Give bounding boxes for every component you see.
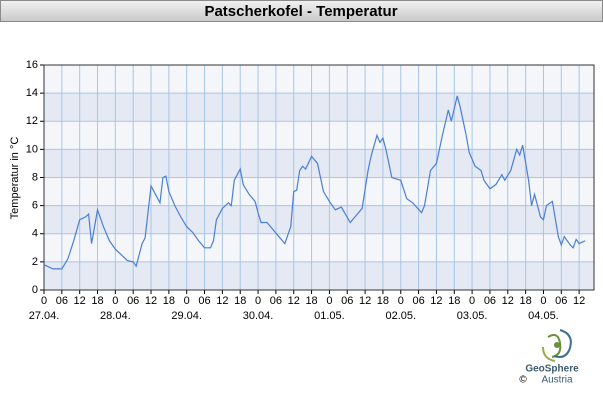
grid-band — [44, 121, 594, 150]
x-tick-label: 12 — [430, 295, 442, 307]
x-tick-label: 06 — [412, 295, 424, 307]
y-tick-label: 6 — [32, 200, 38, 212]
chart-title: Patscherkofel - Temperatur — [204, 3, 397, 20]
y-tick-label: 4 — [32, 228, 38, 240]
x-tick-label: 0 — [398, 295, 404, 307]
logo-swirl — [542, 346, 556, 362]
x-date-label: 30.04. — [243, 310, 274, 322]
plot-frame — [43, 64, 595, 291]
line-series — [43, 95, 586, 270]
x-tick-label: 12 — [216, 295, 228, 307]
x-tick-label: 18 — [91, 295, 103, 307]
x-tick-label: 18 — [234, 295, 246, 307]
x-tick-label: 06 — [484, 295, 496, 307]
x-tick-label: 12 — [145, 295, 157, 307]
copyright: © — [519, 375, 527, 386]
x-tick-label: 18 — [163, 295, 175, 307]
x-tick-label: 18 — [305, 295, 317, 307]
y-tick-label: 14 — [26, 87, 38, 99]
x-tick-label: 18 — [519, 295, 531, 307]
x-tick-label: 18 — [448, 295, 460, 307]
x-tick-label: 12 — [74, 295, 86, 307]
y-tick-label: 0 — [32, 284, 38, 296]
x-tick-label: 12 — [573, 295, 585, 307]
x-tick-label: 0 — [469, 295, 475, 307]
y-tick-label: 12 — [26, 115, 38, 127]
x-tick-label: 06 — [127, 295, 139, 307]
y-tick-label: 8 — [32, 171, 38, 183]
logo-name: GeoSphere — [525, 364, 579, 375]
x-tick-label: 06 — [555, 295, 567, 307]
x-date-label: 04.05. — [528, 310, 559, 322]
x-tick-label: 0 — [184, 295, 190, 307]
y-tick-label: 10 — [26, 143, 38, 155]
grid-band — [44, 205, 594, 234]
plot: 0 2 4 6 8 10 12 14 16 0 06 12 18 0 06 12 18 0 06 12 18 0 06 12 1… — [26, 59, 595, 322]
logo-dot — [554, 342, 560, 348]
logo-swirl — [547, 334, 562, 358]
x-date-label: 27.04. — [29, 310, 60, 322]
x-date-label: 03.05. — [457, 310, 488, 322]
logo-swirl — [553, 329, 572, 358]
grid-band — [44, 177, 594, 206]
x-date-label: 29.04. — [171, 310, 202, 322]
logo-icon — [542, 329, 572, 362]
x-date-label: 01.05. — [314, 310, 345, 322]
x-tick-label: 06 — [56, 295, 68, 307]
y-tick-label: 16 — [26, 59, 38, 71]
x-tick-label: 0 — [540, 295, 546, 307]
x-tick-label: 18 — [377, 295, 389, 307]
x-tick-label: 06 — [198, 295, 210, 307]
x-date-label: 02.05. — [385, 310, 416, 322]
grid-band — [44, 93, 594, 122]
x-date-label: 28.04. — [100, 310, 131, 322]
x-tick-label: 0 — [326, 295, 332, 307]
logo-sub: Austria — [541, 375, 573, 386]
x-tick-label: 12 — [288, 295, 300, 307]
grid-band — [44, 233, 594, 262]
x-tick-label: 0 — [41, 295, 47, 307]
grid-band — [44, 261, 594, 290]
x-tick-label: 0 — [255, 295, 261, 307]
y-axis-label: Temperatur in °C — [9, 137, 21, 220]
x-tick-label: 12 — [359, 295, 371, 307]
x-tick-label: 06 — [270, 295, 282, 307]
x-tick-label: 0 — [112, 295, 118, 307]
x-tick-label: 06 — [341, 295, 353, 307]
x-tick-label: 12 — [502, 295, 514, 307]
y-tick-label: 2 — [32, 256, 38, 268]
grid-band — [44, 65, 594, 94]
